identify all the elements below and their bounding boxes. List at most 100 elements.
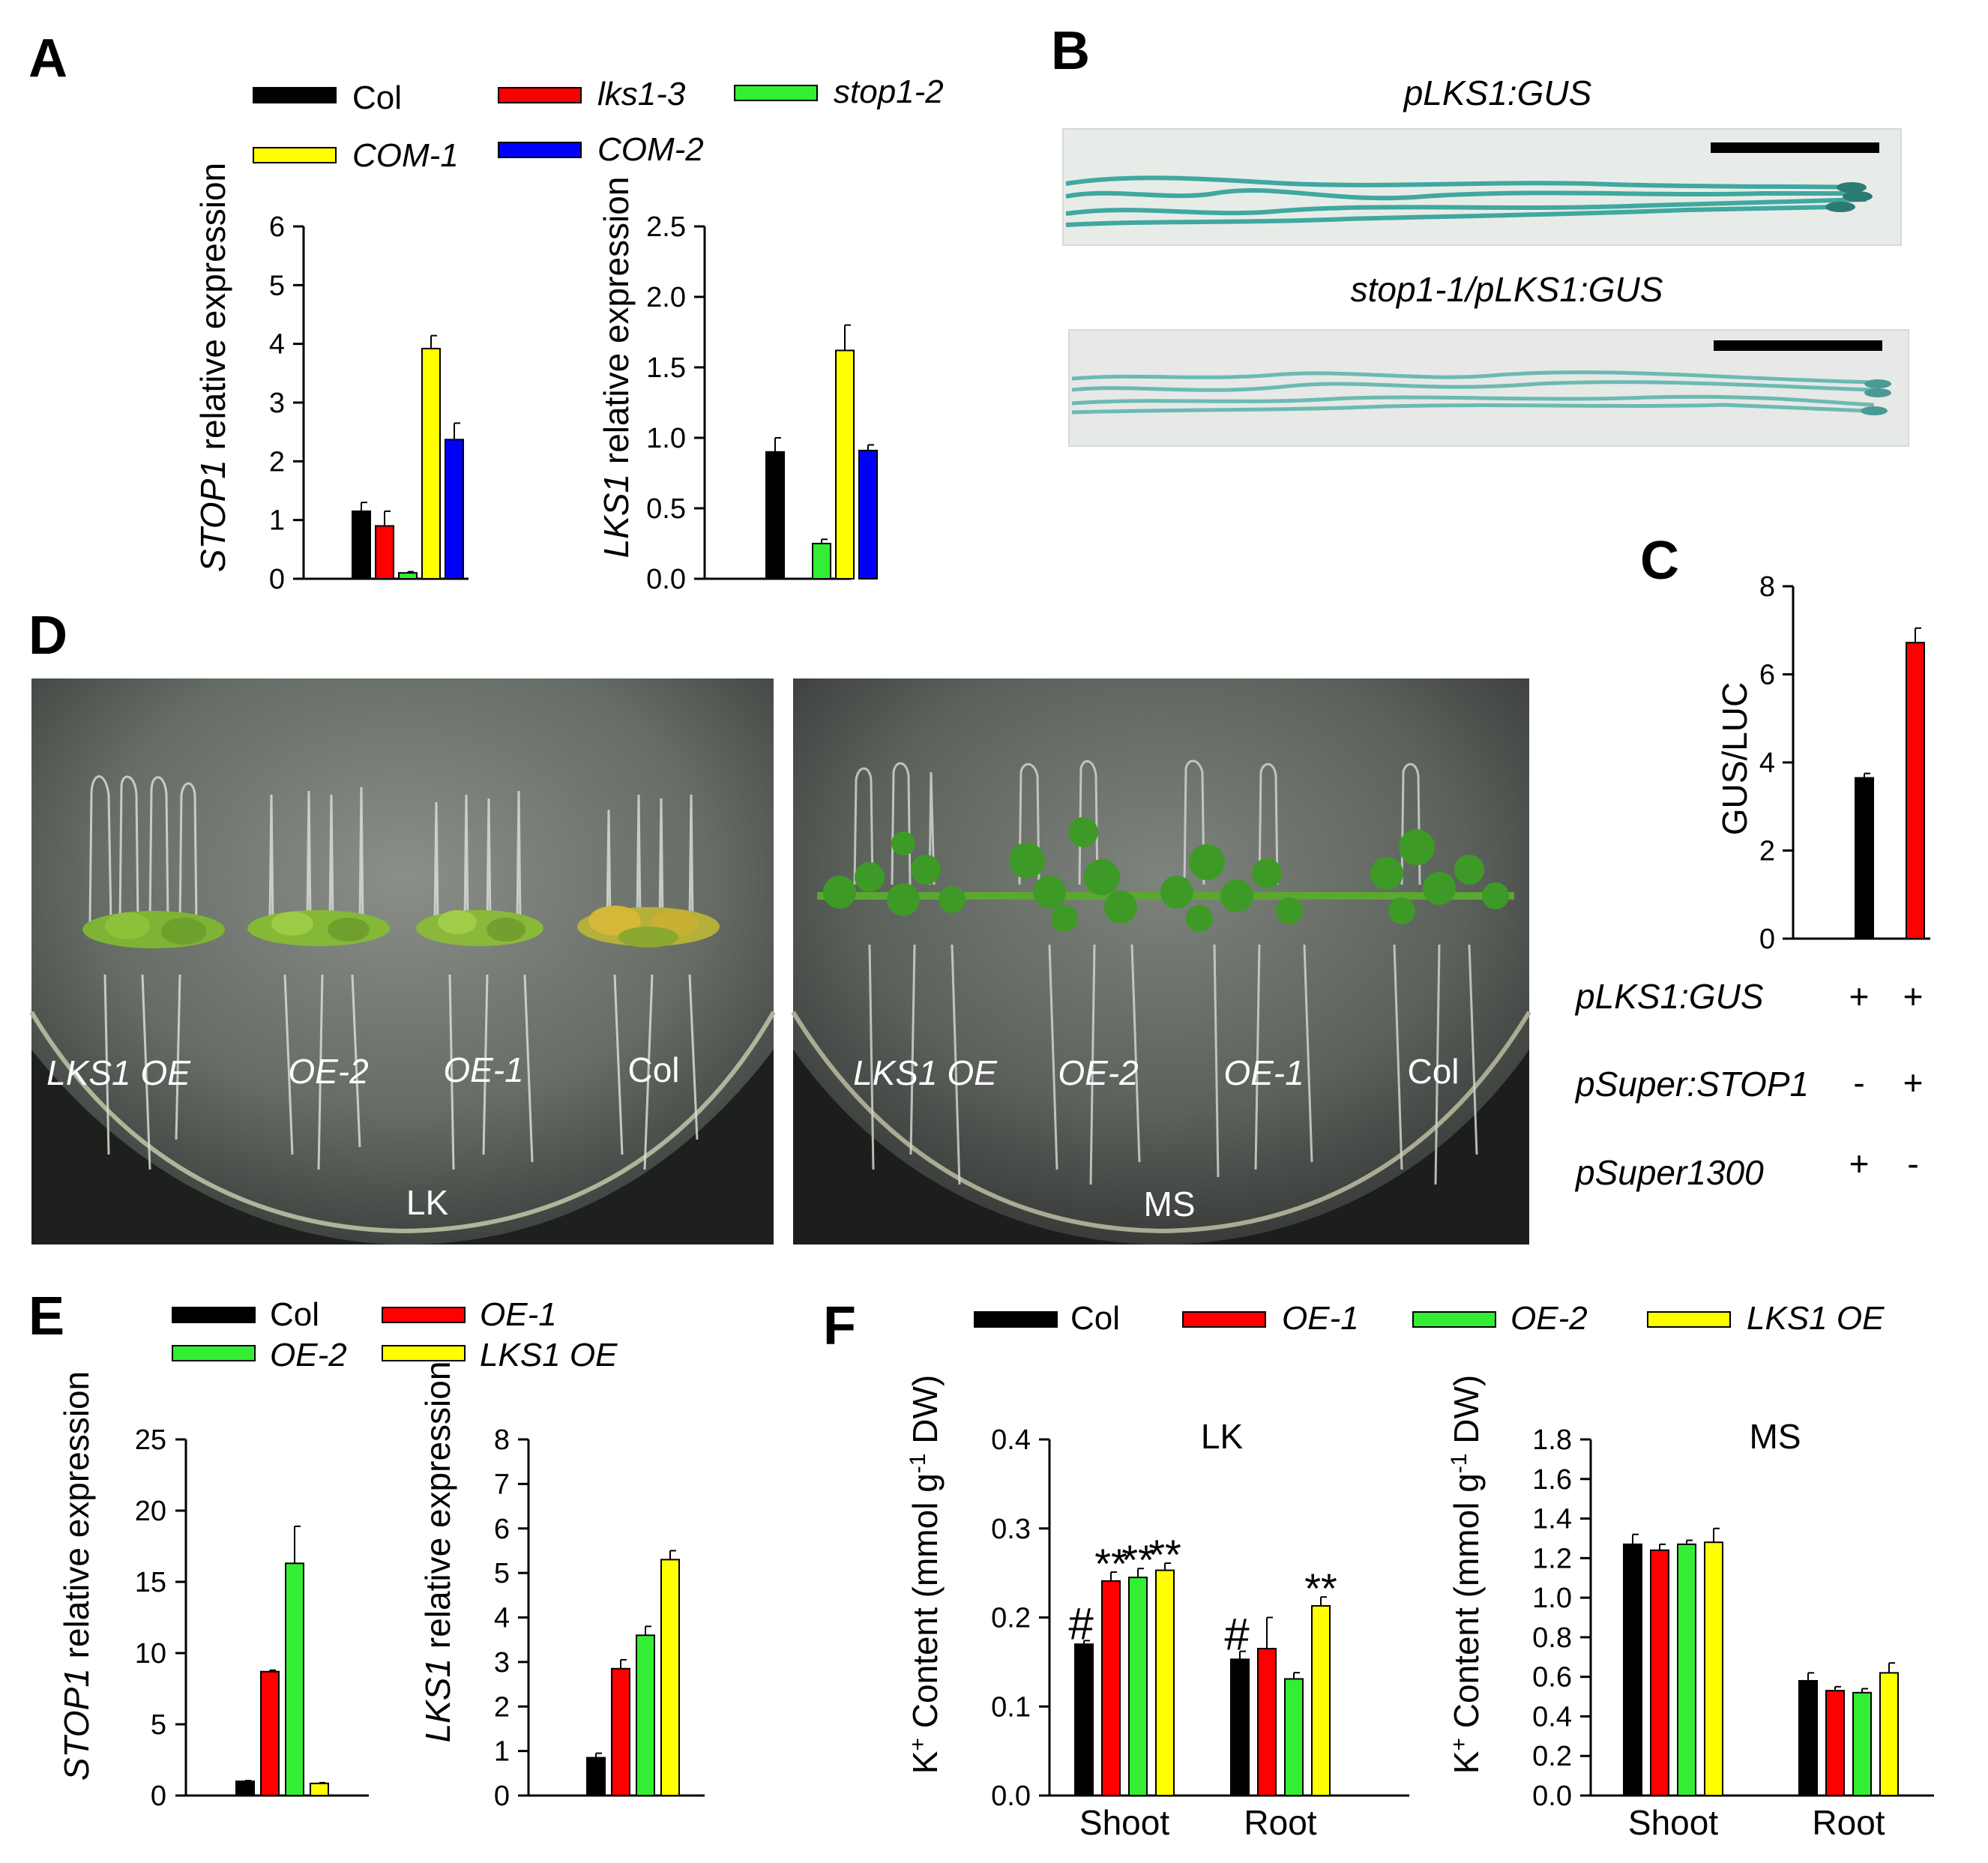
legend-swatch [498,142,582,158]
bar [1101,1580,1121,1796]
bar [1798,1679,1818,1796]
y-axis-label-f-ms: K+ Content (mmol g-1 DW) [1447,1375,1487,1774]
row-sign: + [1849,977,1870,1016]
plate-photo-ms: LKS1 OE OE-2 OE-1 Col MS [791,678,1531,1244]
y-tick-label: 1 [269,505,285,537]
x-tick-label: Root [1244,1803,1316,1842]
legend-swatch [1182,1311,1266,1328]
legend-label: COM-2 [597,131,704,168]
table-row: pSuper:STOP1 - + [1574,1063,1923,1104]
legend-label: OE-1 [1282,1300,1359,1337]
legend-label: OE-1 [480,1296,557,1333]
plate-label-lk: LK [406,1183,449,1222]
y-tick-label: 3 [494,1647,510,1679]
scale-bar [1714,340,1882,351]
y-tick-label: 0.6 [1532,1662,1572,1694]
y-tick-label: 8 [1759,571,1775,603]
row-label: pSuper1300 [1574,1153,1764,1192]
panel-label-e: E [28,1286,64,1346]
y-tick-label: 2.5 [646,211,686,243]
y-tick-label: 20 [135,1496,166,1527]
y-tick-label: 5 [269,270,285,301]
bar [636,1634,655,1796]
legend-swatch [734,85,818,101]
y-tick-label: 1.5 [646,352,686,384]
plate-corner-shadow [31,1050,405,1244]
significance-mark: # [1068,1598,1094,1649]
panel-label-c: C [1640,531,1679,591]
panel-c-table: pLKS1:GUS + + pSuper:STOP1 - + pSuper130… [1574,977,1923,1192]
y-tick-label: 4 [1759,747,1775,779]
plate-lk-line-label: LKS1 OE [46,1053,191,1092]
legend-swatch [172,1345,256,1361]
legend-item-lks1-oe: LKS1 OE [382,1337,618,1373]
y-tick-label: 8 [494,1424,510,1456]
y-tick-label: 6 [269,211,285,243]
bar [660,1559,680,1796]
y-tick-label: 15 [135,1567,166,1598]
y-tick-label: 25 [135,1424,166,1456]
y-tick-label: 0.3 [991,1514,1031,1545]
legend-label: stop1-2 [834,73,944,110]
y-tick-label: 0.2 [1532,1741,1572,1772]
plate-corner-shadow [405,1050,774,1244]
legend-item-stop1-2: stop1-2 [734,73,944,110]
chart-f-lk: 0.00.10.20.30.4#******Shoot#**Root [991,1424,1409,1842]
chart-a-lks1: 0.0 0.5 1.0 1.5 2.0 2.5 [646,211,878,595]
y-tick-label: 0.0 [646,564,686,595]
y-tick-label: 0.4 [1532,1701,1572,1733]
bar [375,525,394,580]
y-tick-label: 1.8 [1532,1424,1572,1456]
bar [1311,1605,1331,1796]
y-tick-label: 10 [135,1638,166,1670]
legend-swatch [1412,1311,1496,1328]
row-sign: - [1907,1144,1918,1183]
chart-title-f-ms: MS [1750,1417,1801,1456]
panel-b-title-top: pLKS1:GUS [1403,73,1592,112]
bar [1623,1543,1642,1796]
chart-e-stop1: 0 5 10 15 20 25 [135,1424,369,1812]
significance-mark: ** [1304,1565,1337,1612]
bar [235,1781,255,1796]
legend-swatch [382,1307,466,1323]
panel-label-b: B [1051,21,1090,81]
legend-swatch [382,1345,466,1361]
seedling-roots [853,759,1478,1185]
significance-mark: # [1224,1610,1250,1660]
legend-label: OE-2 [270,1337,347,1373]
row-label: pSuper:STOP1 [1574,1065,1809,1104]
bar [310,1782,329,1797]
chart-a-stop1: 0 1 2 3 4 5 6 [269,211,469,595]
legend-a: Col lks1-3 stop1-2 COM-1 COM-2 [253,73,944,174]
stained-roots-wildtype [1065,175,1867,227]
plate-rim [29,1011,776,1234]
row-sign: - [1853,1063,1864,1102]
legend-swatch [498,87,582,103]
y-tick-label: 1 [494,1736,510,1768]
y-tick-label: 0.5 [646,493,686,525]
row-sign: + [1903,1063,1924,1102]
chart-title-f-lk: LK [1201,1417,1244,1456]
bar [1284,1678,1304,1796]
plate-lk-line-label: OE-1 [443,1050,523,1089]
legend-label: LKS1 OE [480,1337,618,1373]
y-tick-label: 1.0 [1532,1583,1572,1614]
y-tick-label: 0 [269,564,285,595]
y-tick-label: 0.1 [991,1691,1031,1723]
legend-item-oe-1: OE-1 [382,1296,557,1333]
y-tick-label: 1.0 [646,423,686,454]
table-row: pLKS1:GUS + + [1574,977,1923,1016]
bar [1230,1658,1250,1796]
panel-label-f: F [823,1296,856,1356]
y-tick-label: 0 [494,1781,510,1812]
bar [812,543,831,580]
bar [1155,1569,1175,1796]
bar [611,1667,630,1796]
legend-label: LKS1 OE [1747,1300,1885,1337]
plate-label-ms: MS [1144,1185,1196,1224]
bar [1677,1543,1696,1796]
bar [352,510,371,580]
y-tick-label: 0.0 [991,1781,1031,1812]
y-tick-label: 0.4 [991,1424,1031,1456]
